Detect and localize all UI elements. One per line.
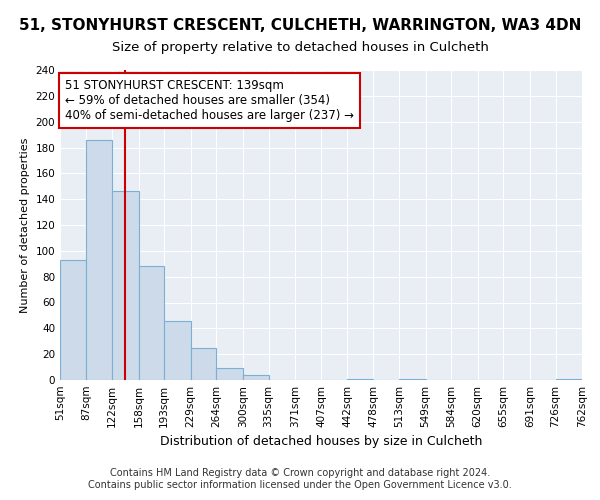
Text: Size of property relative to detached houses in Culcheth: Size of property relative to detached ho… (112, 41, 488, 54)
Bar (191, 348, 217, 380)
Bar (112, 192, 139, 380)
Bar (556, 378, 582, 380)
Bar (60, 260, 86, 380)
Text: 51, STONYHURST CRESCENT, CULCHETH, WARRINGTON, WA3 4DN: 51, STONYHURST CRESCENT, CULCHETH, WARRI… (19, 18, 581, 32)
Text: Contains HM Land Registry data © Crown copyright and database right 2024.
Contai: Contains HM Land Registry data © Crown c… (88, 468, 512, 490)
Text: 51 STONYHURST CRESCENT: 139sqm
← 59% of detached houses are smaller (354)
40% of: 51 STONYHURST CRESCENT: 139sqm ← 59% of … (65, 80, 354, 122)
Bar (243, 375, 269, 380)
Bar (217, 368, 243, 380)
X-axis label: Distribution of detached houses by size in Culcheth: Distribution of detached houses by size … (160, 436, 482, 448)
Bar (399, 378, 425, 380)
Bar (164, 320, 191, 380)
Bar (139, 266, 164, 380)
Bar (86, 140, 112, 380)
Y-axis label: Number of detached properties: Number of detached properties (20, 138, 30, 312)
Bar (347, 378, 373, 380)
